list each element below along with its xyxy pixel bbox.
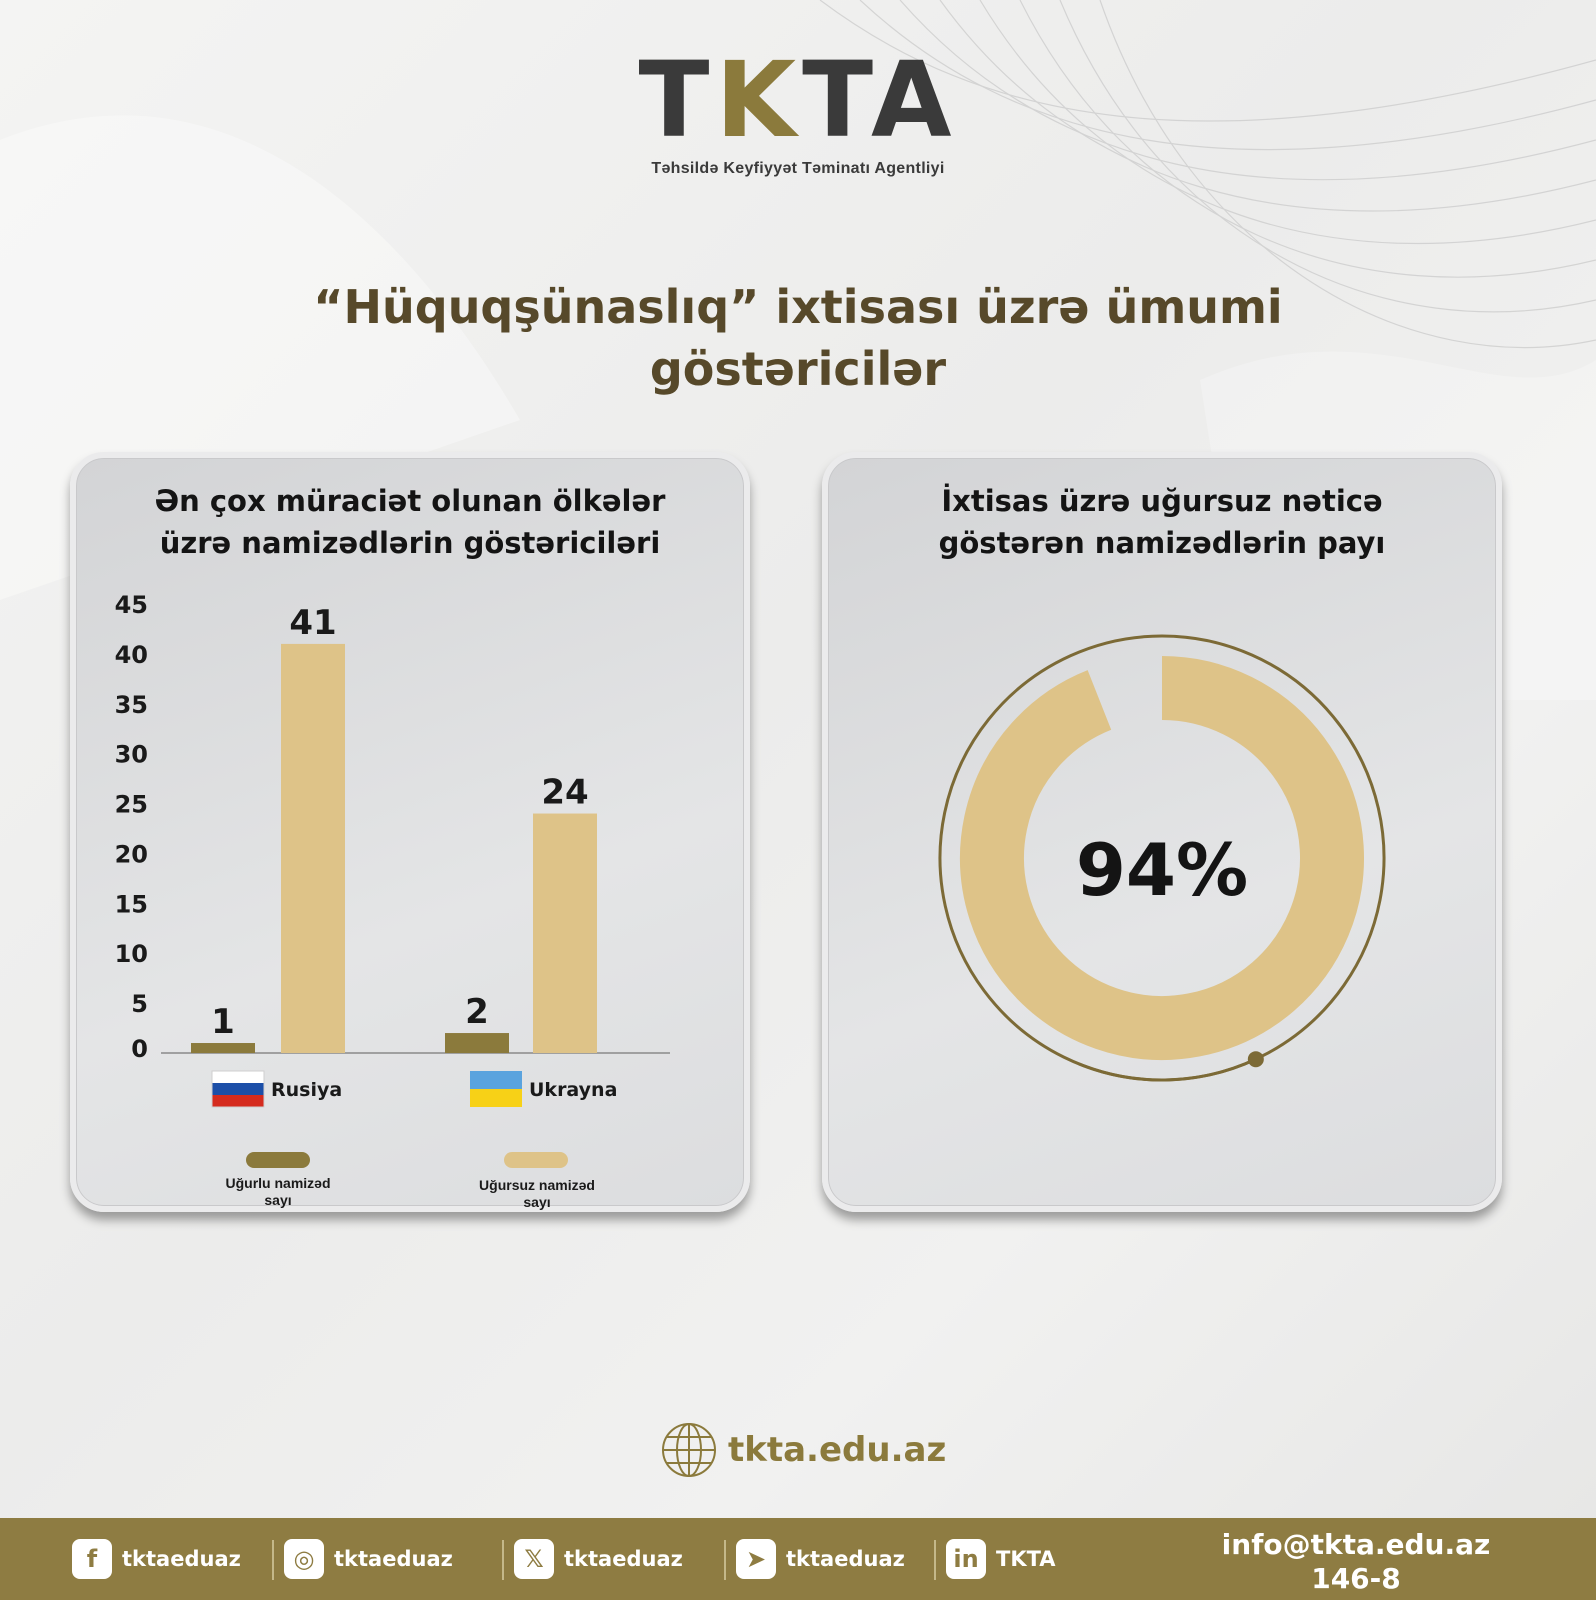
bar-data-label: 41: [289, 603, 336, 643]
bar-data-label: 1: [211, 1002, 235, 1042]
donut-arc-end-dot: [1247, 1051, 1264, 1068]
legend-unsuccessful-line1: Uğursuz namizəd: [479, 1177, 595, 1193]
category-label-rusiya: Rusiya: [271, 1079, 342, 1101]
y-tick-label: 10: [115, 940, 148, 968]
x-handle: tktaeduaz: [564, 1547, 683, 1571]
page-title-line2: göstəricilər: [649, 342, 947, 396]
donut-chart-title-line2: göstərən namizədlərin payı: [938, 526, 1386, 560]
linkedin-handle: TKTA: [996, 1547, 1056, 1571]
bar-unsuccessful-ukrayna: [533, 813, 597, 1053]
bar-chart: 0 5 10 15 20 25 30 35 40 45 1 41 2 24 Rusiya Ukrayna: [115, 591, 670, 1108]
page-title: “Hüquqşünaslıq” ixtisası üzrə ümumi göst…: [250, 276, 1346, 400]
logo-wordmark: TKTA: [638, 39, 958, 161]
bar-chart-card: Ən çox müraciət olunan ölkələr üzrə nami…: [70, 452, 750, 1212]
x-icon: 𝕏: [514, 1539, 554, 1579]
bar-data-label: 24: [541, 773, 588, 813]
legend-successful-line2: sayı: [264, 1192, 292, 1208]
legend-swatch-unsuccessful: [504, 1152, 568, 1168]
donut-chart-title-line1: İxtisas üzrə uğursuz nəticə: [941, 484, 1383, 518]
y-tick-label: 30: [115, 741, 148, 769]
donut-outer-arc: [1078, 634, 1386, 1082]
category-label-ukrayna: Ukrayna: [529, 1079, 617, 1101]
contact-email[interactable]: info@tkta.edu.az: [1221, 1528, 1491, 1561]
footer-bar: f tktaeduaz ◎ tktaeduaz 𝕏 tktaeduaz ➤ tk…: [0, 1518, 1596, 1600]
donut-percentage-label: 94%: [1075, 828, 1249, 912]
linkedin-icon: in: [946, 1539, 986, 1579]
y-tick-label: 45: [115, 591, 148, 619]
website-link[interactable]: tkta.edu.az: [660, 1420, 946, 1480]
instagram-icon: ◎: [284, 1539, 324, 1579]
legend-unsuccessful-line2: sayı: [523, 1194, 551, 1210]
facebook-link[interactable]: f tktaeduaz: [72, 1538, 241, 1580]
bar-chart-title-line2: üzrə namizədlərin göstəriciləri: [159, 526, 661, 560]
donut-chart-title: İxtisas üzrə uğursuz nəticə göstərən nam…: [848, 480, 1476, 564]
footer-divider: [724, 1540, 726, 1580]
footer-divider: [934, 1540, 936, 1580]
y-tick-label: 20: [115, 840, 148, 868]
instagram-handle: tktaeduaz: [334, 1547, 453, 1571]
y-tick-label: 35: [115, 691, 148, 719]
website-text: tkta.edu.az: [728, 1430, 947, 1470]
facebook-handle: tktaeduaz: [122, 1547, 241, 1571]
y-tick-label: 15: [115, 890, 148, 918]
donut-chart: [938, 634, 1386, 1082]
bar-unsuccessful-rusiya: [281, 643, 345, 1053]
legend-successful-line1: Uğurlu namizəd: [225, 1175, 331, 1191]
telegram-handle: tktaeduaz: [786, 1547, 905, 1571]
tkta-logo: TKTA Təhsildə Keyfiyyət Təminatı Agentli…: [0, 48, 1596, 178]
footer-divider: [502, 1540, 504, 1580]
y-tick-label: 5: [131, 990, 148, 1018]
y-tick-label: 40: [115, 641, 148, 669]
x-link[interactable]: 𝕏 tktaeduaz: [514, 1538, 683, 1580]
bar-chart-title: Ən çox müraciət olunan ölkələr üzrə nami…: [96, 480, 724, 564]
bar-data-label: 2: [465, 992, 489, 1032]
bar-successful-ukrayna: [445, 1033, 509, 1053]
instagram-link[interactable]: ◎ tktaeduaz: [284, 1538, 453, 1580]
y-tick-label: 0: [131, 1035, 148, 1063]
globe-icon: [662, 1423, 716, 1477]
ukraine-flag: [470, 1071, 522, 1107]
contact-phone[interactable]: 146-8: [1311, 1562, 1401, 1595]
bar-chart-title-line1: Ən çox müraciət olunan ölkələr: [154, 484, 666, 518]
legend-swatch-successful: [246, 1152, 310, 1168]
bar-successful-rusiya: [191, 1043, 255, 1053]
donut-segment: [960, 656, 1364, 1060]
logo-subtitle: Təhsildə Keyfiyyət Təminatı Agentliyi: [651, 160, 945, 177]
telegram-icon: ➤: [736, 1539, 776, 1579]
legend-label-unsuccessful: Uğursuz namizəd sayı: [452, 1177, 622, 1211]
linkedin-link[interactable]: in TKTA: [946, 1538, 1056, 1580]
footer-divider: [272, 1540, 274, 1580]
facebook-icon: f: [72, 1539, 112, 1579]
contact-info: info@tkta.edu.az 146-8: [1196, 1528, 1516, 1596]
russia-flag: [211, 1070, 265, 1108]
donut-chart-card: İxtisas üzrə uğursuz nəticə göstərən nam…: [822, 452, 1502, 1212]
telegram-link[interactable]: ➤ tktaeduaz: [736, 1538, 905, 1580]
legend-label-successful: Uğurlu namizəd sayı: [193, 1175, 363, 1209]
y-tick-label: 25: [115, 791, 148, 819]
page-title-line1: “Hüquqşünaslıq” ixtisası üzrə ümumi: [313, 280, 1283, 334]
